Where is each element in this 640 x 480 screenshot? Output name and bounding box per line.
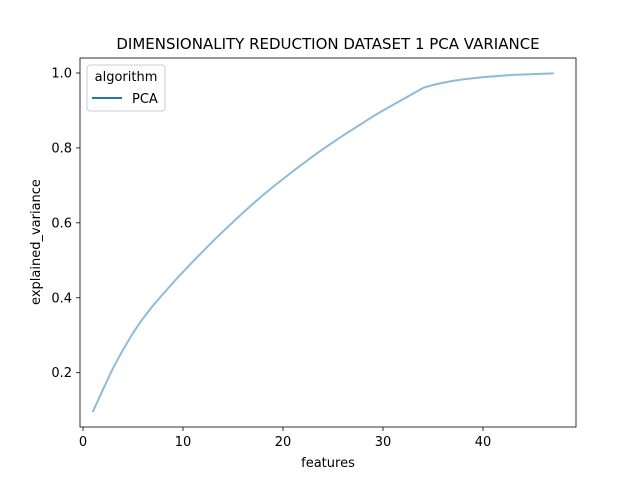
x-tick-label: 40: [475, 435, 492, 450]
legend-title: algorithm: [95, 70, 158, 85]
chart-title: DIMENSIONALITY REDUCTION DATASET 1 PCA V…: [116, 35, 539, 53]
x-axis-ticks: 0 10 20 30 40: [79, 427, 491, 450]
series-layer: [92, 72, 554, 413]
legend-box: [86, 64, 166, 112]
plot-area: [79, 57, 577, 428]
legend: algorithm PCA: [86, 64, 166, 112]
y-axis-label: explained_variance: [29, 179, 44, 305]
y-axis-ticks: 0.2 0.4 0.6 0.8 1.0: [51, 66, 80, 381]
y-tick-label: 0.8: [51, 141, 72, 156]
x-tick-label: 30: [375, 435, 392, 450]
axes-frame: [79, 57, 577, 428]
y-tick-label: 1.0: [51, 66, 72, 81]
x-axis-label: features: [301, 456, 355, 471]
x-tick-label: 10: [175, 435, 192, 450]
y-tick-label: 0.6: [51, 216, 72, 231]
legend-label-pca: PCA: [132, 92, 158, 107]
y-tick-label: 0.4: [51, 291, 72, 306]
x-tick-label: 0: [79, 435, 87, 450]
x-tick-label: 20: [275, 435, 292, 450]
y-tick-label: 0.2: [51, 366, 72, 381]
series-line-pca: [92, 72, 554, 413]
